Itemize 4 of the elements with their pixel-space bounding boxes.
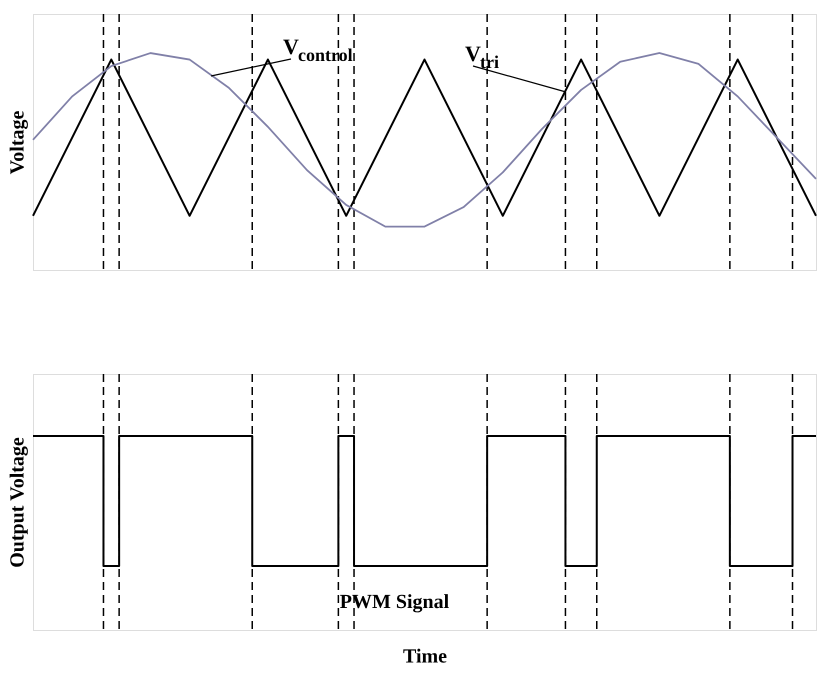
- y-axis-title: Voltage: [6, 110, 28, 174]
- annotation: PWM Signal: [340, 591, 450, 613]
- y-axis-title: Output Voltage: [6, 437, 28, 568]
- x-axis-title: Time: [402, 646, 448, 668]
